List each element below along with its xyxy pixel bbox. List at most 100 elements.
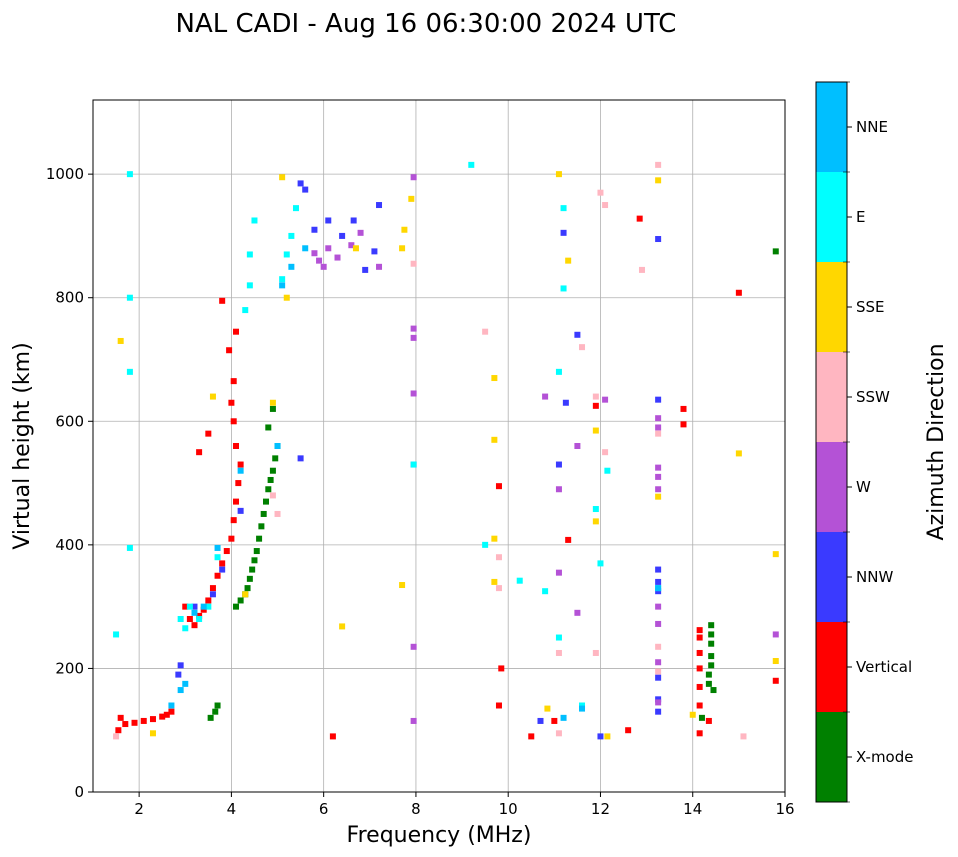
data-point-sse — [399, 582, 406, 589]
colorbar-label-x-mode: X-mode — [856, 748, 913, 766]
data-point-w — [655, 603, 662, 610]
data-point-nnw — [175, 671, 182, 678]
data-point-sse — [209, 393, 216, 400]
x-tick-label: 8 — [411, 800, 421, 818]
data-point-sse — [592, 518, 599, 525]
data-point-e — [214, 554, 221, 561]
data-point-ssw — [597, 189, 604, 196]
data-point-ssw — [592, 649, 599, 656]
data-point-vertical — [696, 702, 703, 709]
data-point-x-mode — [708, 622, 715, 629]
data-point-ssw — [602, 202, 609, 209]
data-point-nne — [560, 714, 567, 721]
data-point-vertical — [200, 606, 207, 613]
data-point-sse — [242, 591, 249, 598]
data-point-x-mode — [265, 486, 272, 493]
x-tick-label: 10 — [499, 800, 518, 818]
data-point-x-mode — [237, 597, 244, 604]
colorbar-label-e: E — [856, 208, 865, 226]
data-point-w — [410, 334, 417, 341]
data-point-x-mode — [246, 575, 253, 582]
data-point-vertical — [168, 708, 175, 715]
data-point-e — [410, 461, 417, 468]
data-point-vertical — [122, 721, 129, 728]
data-point-nnw — [371, 248, 378, 255]
data-point-ssw — [602, 449, 609, 456]
data-point-vertical — [186, 616, 193, 622]
data-point-x-mode — [214, 702, 221, 709]
colorbar-label-vertical: Vertical — [856, 658, 912, 676]
data-point-vertical — [680, 405, 687, 412]
data-point-w — [655, 464, 662, 471]
data-point-vertical — [226, 347, 233, 354]
data-point-sse — [655, 493, 662, 500]
data-point-nnw — [655, 696, 662, 703]
x-tick-label: 2 — [134, 800, 144, 818]
data-point-vertical — [205, 597, 212, 604]
colorbar-segment-e — [816, 172, 847, 262]
data-point-w — [772, 631, 779, 638]
data-point-e — [196, 616, 203, 622]
data-point-sse — [772, 658, 779, 665]
y-tick-label: 0 — [74, 783, 84, 801]
data-point-sse — [149, 730, 156, 737]
data-point-e — [251, 217, 258, 224]
data-point-ssw — [555, 730, 562, 737]
colorbar-segment-nne — [816, 82, 847, 172]
chart-title: NAL CADI - Aug 16 06:30:00 2024 UTC — [176, 9, 677, 39]
data-point-e — [113, 631, 120, 638]
data-point-sse — [279, 174, 286, 181]
data-point-w — [555, 486, 562, 493]
data-point-sse — [592, 427, 599, 434]
data-point-x-mode — [772, 248, 779, 255]
data-point-e — [126, 368, 133, 375]
data-point-sse — [689, 711, 696, 718]
colorbar-segment-x-mode — [816, 712, 847, 802]
data-point-nnw — [237, 507, 244, 514]
data-point-sse — [401, 226, 408, 233]
data-point-vertical — [565, 536, 572, 543]
data-point-x-mode — [708, 653, 715, 660]
colorbar: X-mode Vertical NNW W SSW SSE E NNE — [816, 81, 913, 803]
data-point-ssw — [269, 492, 276, 499]
data-point-w — [348, 242, 355, 249]
data-point-x-mode — [269, 467, 276, 474]
data-point-sse — [399, 245, 406, 252]
data-point-nnw — [560, 229, 567, 236]
data-point-nnw — [655, 236, 662, 243]
data-point-vertical — [182, 603, 189, 610]
data-point-sse — [352, 245, 359, 252]
data-point-x-mode — [705, 680, 712, 687]
data-point-vertical — [636, 215, 643, 222]
data-point-sse — [408, 195, 415, 202]
data-point-ssw — [274, 510, 281, 517]
data-point-ssw — [592, 393, 599, 400]
data-point-vertical — [117, 714, 124, 721]
data-point-e — [205, 603, 212, 610]
data-point-w — [311, 250, 318, 257]
data-point-vertical — [230, 378, 237, 385]
data-point-e — [186, 603, 193, 610]
data-point-nne — [302, 245, 309, 252]
data-point-nne — [274, 443, 281, 449]
data-point-vertical — [163, 711, 170, 718]
data-point-nnw — [191, 603, 198, 610]
x-tick-label: 14 — [683, 800, 702, 818]
data-point-nnw — [339, 232, 346, 239]
x-tick-label: 6 — [319, 800, 329, 818]
data-point-x-mode — [249, 566, 256, 573]
x-tick-label: 4 — [227, 800, 237, 818]
data-points — [113, 161, 779, 740]
data-point-vertical — [228, 399, 235, 406]
data-point-nnw — [655, 674, 662, 681]
y-axis-ticks: 0 200 400 600 800 1000 — [46, 165, 93, 801]
data-point-vertical — [696, 665, 703, 672]
data-point-e — [555, 634, 562, 641]
data-point-nne — [191, 609, 198, 616]
data-point-vertical — [696, 683, 703, 690]
data-point-x-mode — [708, 640, 715, 647]
data-point-nnw — [655, 566, 662, 573]
data-point-nne — [214, 544, 221, 551]
data-point-e — [604, 467, 611, 474]
data-point-e — [516, 577, 523, 584]
